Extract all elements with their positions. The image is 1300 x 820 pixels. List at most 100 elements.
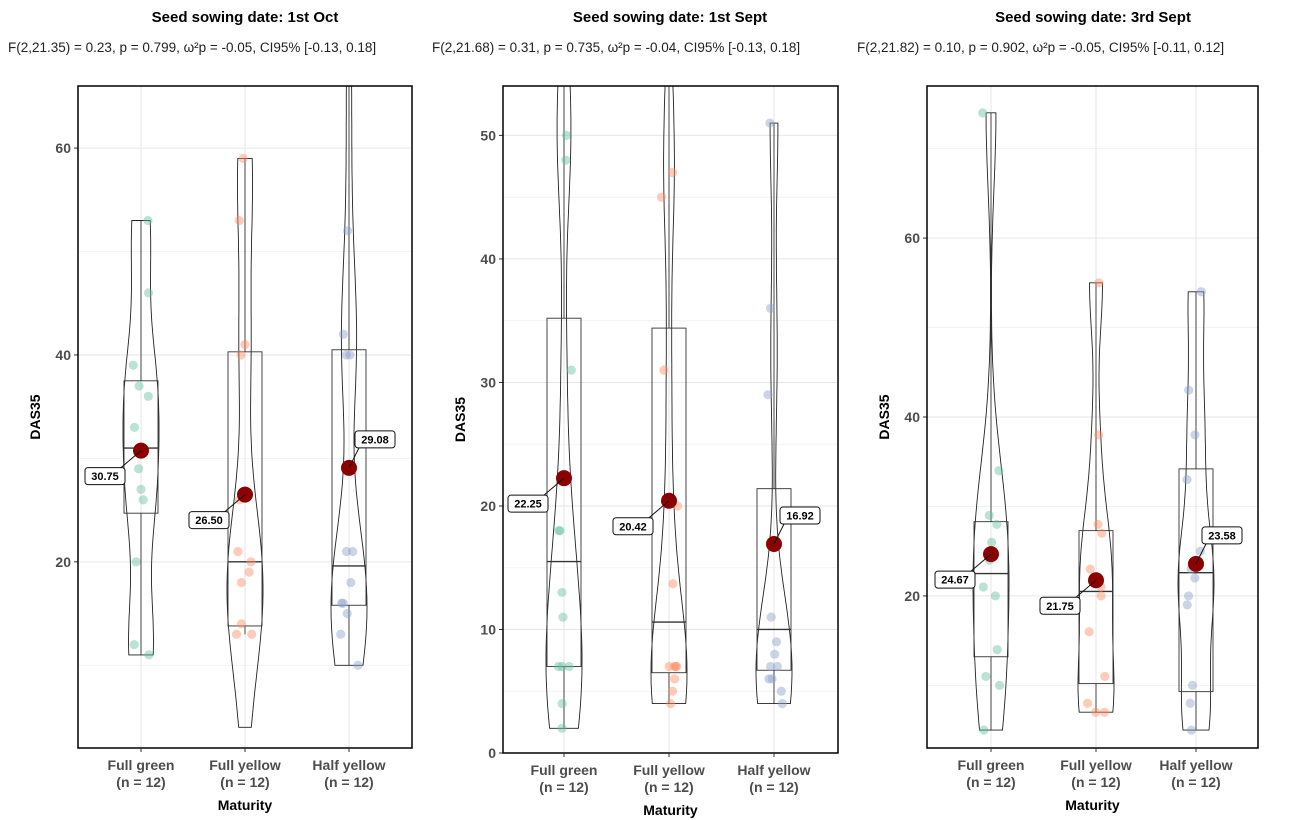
y-tick-label: 20 [55, 554, 71, 570]
mean-label: 24.67 [941, 575, 969, 587]
violin [226, 157, 264, 728]
mean-label-connector [1195, 543, 1207, 565]
data-point [143, 288, 154, 298]
data-point [764, 674, 774, 684]
x-tick-label: (n = 12) [539, 779, 588, 795]
x-tick-label: (n = 12) [324, 774, 373, 790]
mean-label-connector [120, 450, 142, 468]
group-2 [330, 86, 368, 670]
mean-label: 30.75 [91, 471, 119, 483]
data-point [244, 567, 254, 577]
data-point [240, 339, 250, 350]
data-point [353, 660, 363, 670]
mean-label-box [1039, 596, 1081, 615]
y-tick-label: 40 [55, 347, 71, 363]
y-tick-label: 30 [480, 374, 496, 390]
data-point [557, 723, 567, 733]
data-point [994, 680, 1005, 690]
mean-label-connector [224, 494, 246, 512]
x-tick-label: (n = 12) [116, 774, 165, 790]
y-axis-title: DAS35 [876, 394, 892, 439]
data-point [1094, 278, 1104, 288]
data-point [342, 608, 352, 619]
data-point [1182, 600, 1192, 610]
group-1 [226, 153, 264, 728]
x-tick-label: (n = 12) [644, 779, 693, 795]
data-point [1097, 528, 1107, 538]
group-0 [545, 86, 583, 733]
data-point [348, 546, 358, 557]
violin [972, 112, 1010, 731]
data-point [341, 546, 352, 557]
x-tick-label: (n = 12) [966, 774, 1015, 790]
chart-title: Seed sowing date: 1st Oct [152, 9, 339, 26]
y-tick-label: 10 [480, 621, 496, 637]
chart-title: Seed sowing date: 1st Sept [573, 9, 767, 26]
mean-label-box [84, 467, 126, 486]
data-point [1091, 707, 1101, 717]
panel-border [926, 85, 1259, 749]
y-tick-label: 40 [480, 251, 496, 267]
data-point [1094, 430, 1104, 440]
data-point [564, 661, 574, 672]
x-tick-label: (n = 12) [1171, 774, 1220, 790]
data-point [1084, 627, 1094, 637]
mean-label-connector [773, 523, 785, 545]
data-point [671, 661, 681, 672]
data-point [233, 546, 243, 557]
data-point [1185, 698, 1195, 708]
x-tick-label: Half yellow [737, 762, 810, 778]
mean-label-connector [1075, 579, 1097, 598]
data-point [341, 350, 351, 360]
y-tick-label: 20 [904, 588, 920, 604]
data-point [138, 495, 148, 505]
data-point [767, 674, 777, 684]
data-point [979, 725, 989, 735]
data-point [763, 390, 773, 400]
data-point [566, 365, 576, 375]
panel-border [502, 85, 839, 754]
data-point [1183, 591, 1194, 601]
data-point [236, 619, 247, 629]
data-point [667, 686, 678, 696]
mean-label-box [354, 430, 396, 449]
x-axis-title: Maturity [218, 797, 273, 813]
violin [755, 122, 793, 705]
data-point [143, 391, 153, 401]
data-point [1085, 564, 1095, 574]
data-point [338, 329, 348, 339]
data-point [336, 598, 347, 608]
x-tick-label: Full yellow [209, 757, 281, 773]
mean-label: 20.42 [619, 521, 647, 533]
y-tick-label: 50 [480, 127, 496, 143]
data-point [671, 661, 682, 672]
y-tick-label: 0 [488, 745, 496, 761]
x-tick-label: (n = 12) [749, 779, 798, 795]
x-tick-label: Full yellow [1060, 757, 1132, 773]
data-point [776, 686, 786, 696]
data-point [129, 639, 139, 650]
data-point [554, 526, 564, 536]
data-point [987, 537, 997, 547]
y-axis-title: DAS35 [452, 397, 468, 442]
data-point [1186, 725, 1197, 735]
data-point [1093, 519, 1103, 529]
y-tick-label: 60 [904, 230, 920, 246]
chart-panel-1: Seed sowing date: 1st Oct F(2,21.35) = 0.… [8, 9, 413, 813]
data-point [231, 629, 242, 639]
data-point [1099, 707, 1110, 717]
mean-label-box [188, 511, 230, 530]
data-point [128, 360, 138, 370]
violin [1077, 282, 1115, 713]
data-point [555, 526, 565, 536]
mean-label-box [507, 494, 549, 513]
mean-label: 29.08 [361, 434, 389, 446]
data-point [994, 466, 1004, 476]
data-point [1190, 573, 1200, 583]
data-point [346, 577, 356, 588]
violin [545, 86, 583, 729]
mean-label: 26.50 [195, 515, 223, 527]
group-1 [1077, 278, 1115, 717]
data-point [984, 510, 994, 521]
